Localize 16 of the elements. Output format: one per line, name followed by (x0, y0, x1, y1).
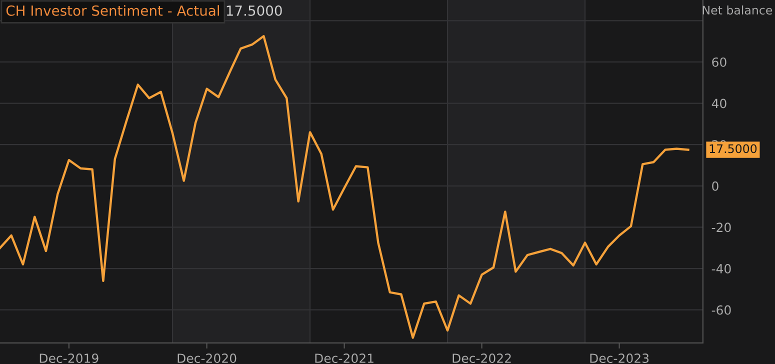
x-tick-label: Dec-2022 (452, 354, 511, 363)
chart-subtitle: 17.5000 (226, 5, 282, 16)
x-tick-label: Dec-2021 (315, 354, 374, 363)
y-tick-label: -20 (712, 222, 731, 232)
x-tick-label: Dec-2023 (590, 354, 649, 363)
y-tick-label: -40 (712, 264, 731, 274)
x-tick-label: Dec-2019 (40, 354, 98, 363)
annotation: 17.5000 (710, 144, 757, 154)
y-tick-label: 0 (712, 181, 718, 191)
x-tick-label: Dec-2020 (178, 354, 236, 363)
chart-title: CH Investor Sentiment - Actual (6, 5, 219, 16)
y-tick-label: 40 (712, 98, 726, 108)
y-tick-label: -60 (712, 305, 731, 315)
y-axis-title: Net balance (702, 5, 772, 15)
line-series (0, 35, 690, 339)
y-tick-label: 60 (712, 57, 726, 67)
